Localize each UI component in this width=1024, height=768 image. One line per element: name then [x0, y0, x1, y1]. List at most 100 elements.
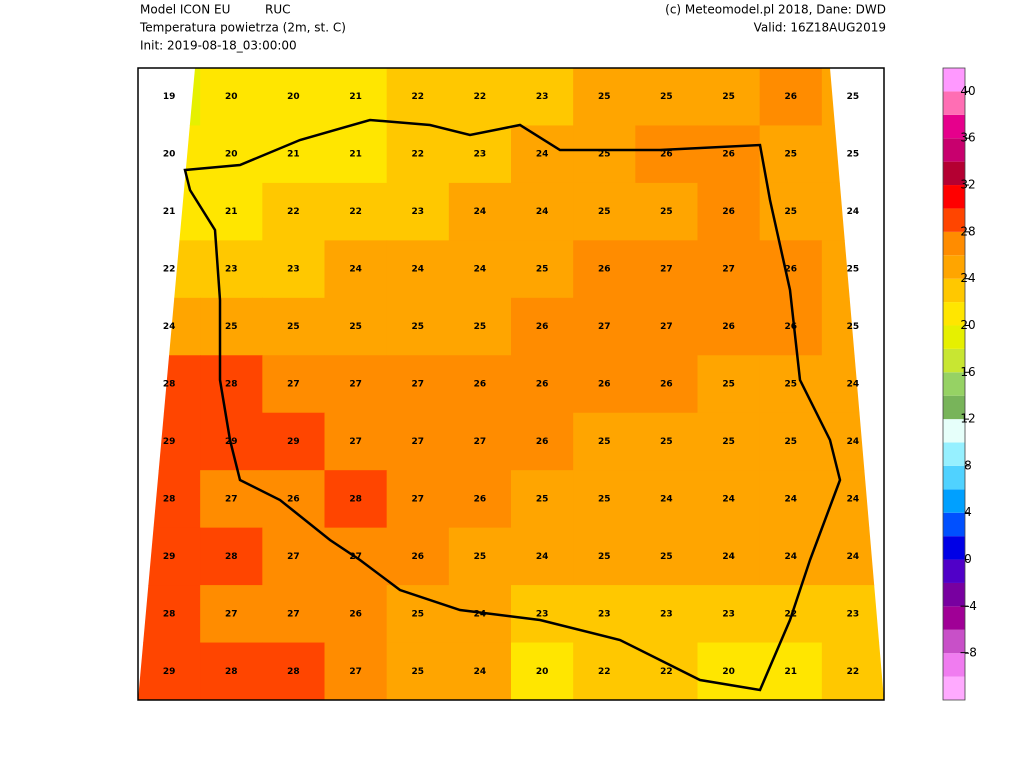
temp-value: 24 [847, 380, 860, 390]
temp-cell [821, 585, 884, 644]
temp-cell [200, 297, 263, 356]
temp-cell [759, 182, 823, 241]
colorbar-swatch [943, 231, 965, 256]
temp-value: 23 [411, 207, 424, 217]
temp-value: 22 [474, 92, 487, 102]
temp-cell [200, 240, 263, 299]
temp-value: 25 [349, 322, 362, 332]
temp-value: 26 [536, 322, 549, 332]
temp-value: 26 [660, 150, 673, 160]
temp-value: 29 [287, 437, 300, 447]
map-frame [137, 67, 885, 701]
temp-value: 25 [784, 207, 797, 217]
temp-value: 25 [660, 92, 673, 102]
temp-cell [573, 125, 636, 184]
temp-value: 28 [349, 494, 362, 504]
temp-cell [697, 412, 761, 471]
temp-value: 26 [722, 150, 735, 160]
temp-cell [697, 125, 761, 184]
temp-value: 20 [225, 92, 238, 102]
temp-cell [200, 182, 263, 241]
temp-value: 23 [536, 92, 549, 102]
temp-value: 26 [598, 380, 611, 390]
temp-cell [262, 412, 325, 471]
temp-value: 23 [660, 609, 673, 619]
colorbar-swatch [943, 559, 965, 583]
temp-value: 21 [163, 207, 176, 217]
temp-cell [511, 412, 574, 471]
colorbar-tick-label: 28 [960, 224, 975, 238]
temp-value: 27 [349, 667, 362, 677]
colorbar-swatch [943, 208, 965, 232]
temp-cell [138, 642, 201, 700]
colorbar-swatch [943, 536, 965, 560]
temp-value: 22 [349, 207, 362, 217]
temp-value: 28 [163, 380, 176, 390]
temp-value: 24 [784, 552, 797, 562]
temp-value: 28 [287, 667, 300, 677]
temp-value: 24 [722, 494, 735, 504]
temp-value: 24 [784, 494, 797, 504]
colorbar-tick-label: 36 [960, 131, 975, 145]
temp-value: 24 [474, 207, 487, 217]
colorbar-swatch [943, 91, 965, 115]
temp-value: 21 [349, 92, 362, 102]
temp-cell [448, 68, 512, 126]
temp-value: 24 [411, 265, 424, 275]
temp-value: 23 [598, 609, 611, 619]
temp-value: 25 [411, 609, 424, 619]
temp-cell [200, 527, 263, 586]
temp-cell [324, 642, 388, 700]
temp-cell [324, 412, 388, 471]
temp-value: 24 [474, 667, 487, 677]
temp-value: 29 [225, 437, 238, 447]
temp-cell [635, 240, 698, 299]
temp-cell [386, 182, 450, 241]
temp-cell [635, 585, 698, 644]
temp-value: 27 [349, 380, 362, 390]
temp-cell [697, 642, 761, 700]
temp-cell [448, 642, 512, 700]
temp-cell [386, 240, 450, 299]
temp-cell [386, 297, 450, 356]
temp-value: 26 [598, 265, 611, 275]
temp-cell [262, 240, 325, 299]
temp-value: 27 [225, 494, 238, 504]
temp-cell [386, 470, 450, 529]
temp-value: 24 [847, 207, 860, 217]
temp-value: 22 [847, 667, 860, 677]
temp-cell [697, 297, 761, 356]
temp-cell [511, 182, 574, 241]
temp-value: 29 [163, 437, 176, 447]
temp-value: 28 [225, 667, 238, 677]
temp-value: 27 [722, 265, 735, 275]
temp-cell [511, 355, 574, 414]
temp-value: 25 [474, 322, 487, 332]
temp-value: 27 [660, 265, 673, 275]
temp-cell [759, 642, 823, 700]
temp-cell [759, 412, 823, 471]
temp-cell [448, 182, 512, 241]
temp-value: 23 [225, 265, 238, 275]
temp-value: 25 [722, 380, 735, 390]
temp-value: 28 [163, 494, 176, 504]
colorbar-swatch [943, 442, 965, 466]
temp-value: 23 [847, 609, 860, 619]
colorbar-swatch [943, 161, 965, 186]
colorbar-swatch [943, 348, 965, 373]
colorbar-swatch [943, 395, 965, 420]
temp-cell [386, 68, 450, 126]
temp-cell [448, 412, 512, 471]
temp-cell [697, 470, 761, 529]
temp-value: 27 [287, 380, 300, 390]
temp-value: 25 [536, 265, 549, 275]
temp-value: 24 [474, 609, 487, 619]
temp-value: 19 [163, 92, 176, 102]
temp-value: 24 [536, 150, 549, 160]
temp-value: 27 [225, 609, 238, 619]
temp-value: 27 [660, 322, 673, 332]
temp-value: 27 [411, 494, 424, 504]
colorbar-swatch [943, 185, 965, 209]
colorbar-swatch [943, 114, 965, 139]
temp-cell [262, 297, 325, 356]
